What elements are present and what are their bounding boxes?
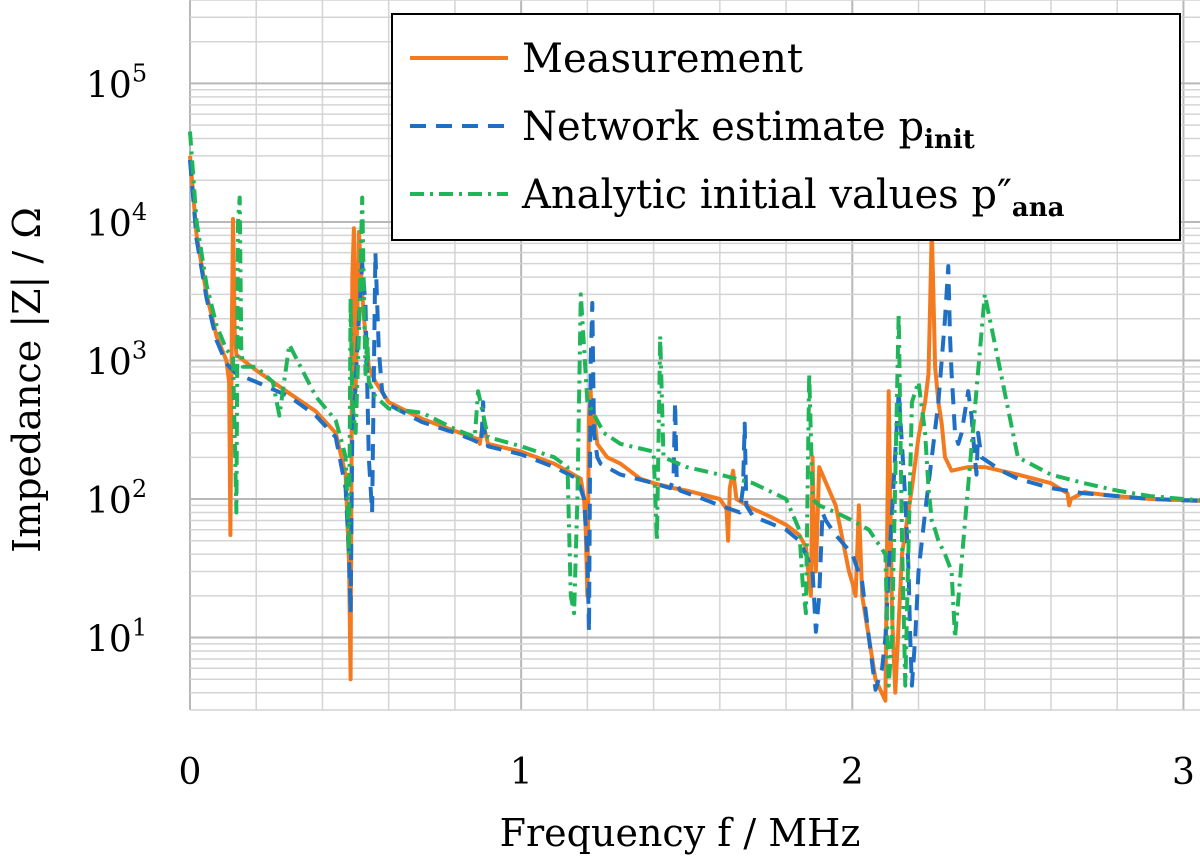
tick-labels: 0 1 2 3 101 102 103 104 105 bbox=[86, 59, 1195, 793]
legend-label-measurement: Measurement bbox=[522, 36, 803, 82]
y-tick-label: 102 bbox=[86, 475, 147, 522]
y-tick-label: 103 bbox=[86, 336, 147, 383]
x-tick-label: 0 bbox=[179, 752, 202, 793]
y-tick-label: 101 bbox=[86, 614, 147, 661]
series-layer bbox=[188, 131, 1200, 703]
legend-box bbox=[391, 13, 1181, 241]
y-tick-label: 104 bbox=[86, 198, 147, 245]
x-tick-label: 2 bbox=[841, 752, 864, 793]
y-axis-label: Impedance |Z| / Ω bbox=[5, 207, 49, 553]
y-tick-label: 105 bbox=[86, 59, 147, 106]
legend-sub-network: init bbox=[924, 125, 975, 155]
x-axis-label: Frequency f / MHz bbox=[500, 811, 861, 855]
legend: Measurement Network estimate pinit Analy… bbox=[391, 13, 1181, 241]
x-tick-label: 1 bbox=[510, 752, 533, 793]
series-line-network-estimate bbox=[188, 159, 1200, 692]
legend-label-network: Network estimate pinit bbox=[522, 104, 975, 155]
x-tick-label: 3 bbox=[1172, 752, 1195, 793]
legend-sub-analytic: ana bbox=[1012, 193, 1065, 223]
legend-label-analytic: Analytic initial values p″ana bbox=[521, 172, 1065, 223]
